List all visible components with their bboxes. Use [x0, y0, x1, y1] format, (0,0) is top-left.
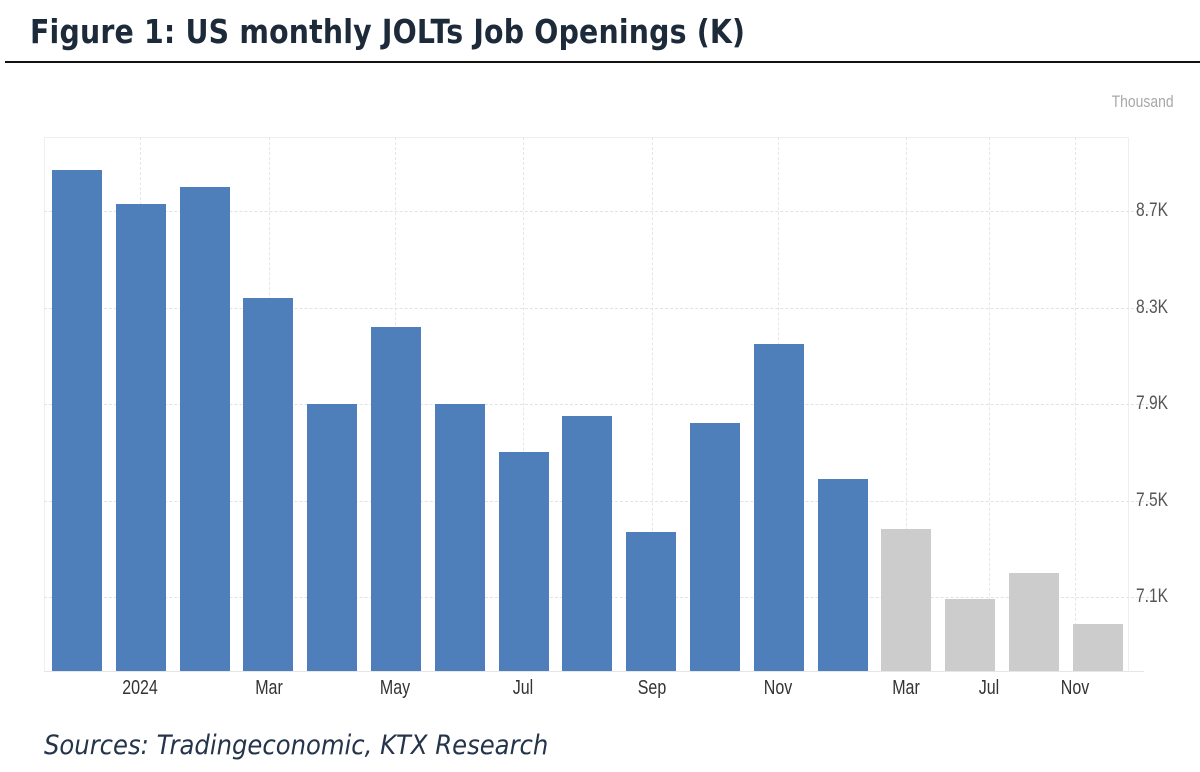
horizontal-gridline	[44, 404, 1154, 405]
bar-actual[interactable]	[626, 532, 676, 671]
y-tick-label: 7.9K	[1136, 393, 1169, 414]
bar-forecast[interactable]	[881, 529, 931, 671]
y-tick-label: 7.1K	[1136, 586, 1169, 607]
x-tick-label: Jul	[978, 677, 1000, 699]
bar-forecast[interactable]	[1009, 573, 1059, 671]
bar-actual[interactable]	[52, 170, 102, 671]
bar-actual[interactable]	[307, 404, 357, 671]
x-tick-label: 2024	[122, 677, 158, 699]
y-axis-unit-label: Thousand	[1111, 92, 1174, 111]
y-tick-label: 8.7K	[1136, 200, 1169, 221]
source-note: Sources: Tradingeconomic, KTX Research	[44, 730, 549, 761]
vertical-gridline	[652, 137, 653, 671]
bar-actual[interactable]	[116, 204, 166, 671]
vertical-gridline	[523, 137, 524, 671]
x-tick-label: May	[379, 677, 411, 699]
bar-actual[interactable]	[562, 416, 612, 671]
x-tick-label: Nov	[1060, 677, 1090, 699]
bar-actual[interactable]	[690, 423, 740, 671]
bar-forecast[interactable]	[945, 599, 995, 671]
x-tick-label: Sep	[637, 677, 667, 699]
horizontal-gridline	[44, 308, 1154, 309]
bar-actual[interactable]	[180, 187, 230, 671]
x-tick-label: Mar	[892, 677, 920, 699]
x-tick-label: Nov	[763, 677, 793, 699]
bar-forecast[interactable]	[1073, 624, 1123, 671]
vertical-gridline	[989, 137, 990, 671]
bar-actual[interactable]	[818, 479, 868, 671]
bar-actual[interactable]	[499, 452, 549, 671]
vertical-gridline	[1075, 137, 1076, 671]
bar-actual[interactable]	[243, 298, 293, 671]
title-divider	[5, 61, 1200, 63]
y-tick-label: 8.3K	[1136, 297, 1169, 318]
y-tick-label: 7.5K	[1136, 490, 1169, 511]
bar-actual[interactable]	[754, 344, 804, 671]
vertical-gridline	[906, 137, 907, 671]
horizontal-gridline	[44, 211, 1154, 212]
x-tick-label: Jul	[512, 677, 534, 699]
bar-actual[interactable]	[435, 404, 485, 671]
x-axis-line	[44, 671, 1144, 672]
bar-actual[interactable]	[371, 327, 421, 671]
figure-title: Figure 1: US monthly JOLTs Job Openings …	[30, 12, 746, 51]
x-tick-label: Mar	[255, 677, 283, 699]
